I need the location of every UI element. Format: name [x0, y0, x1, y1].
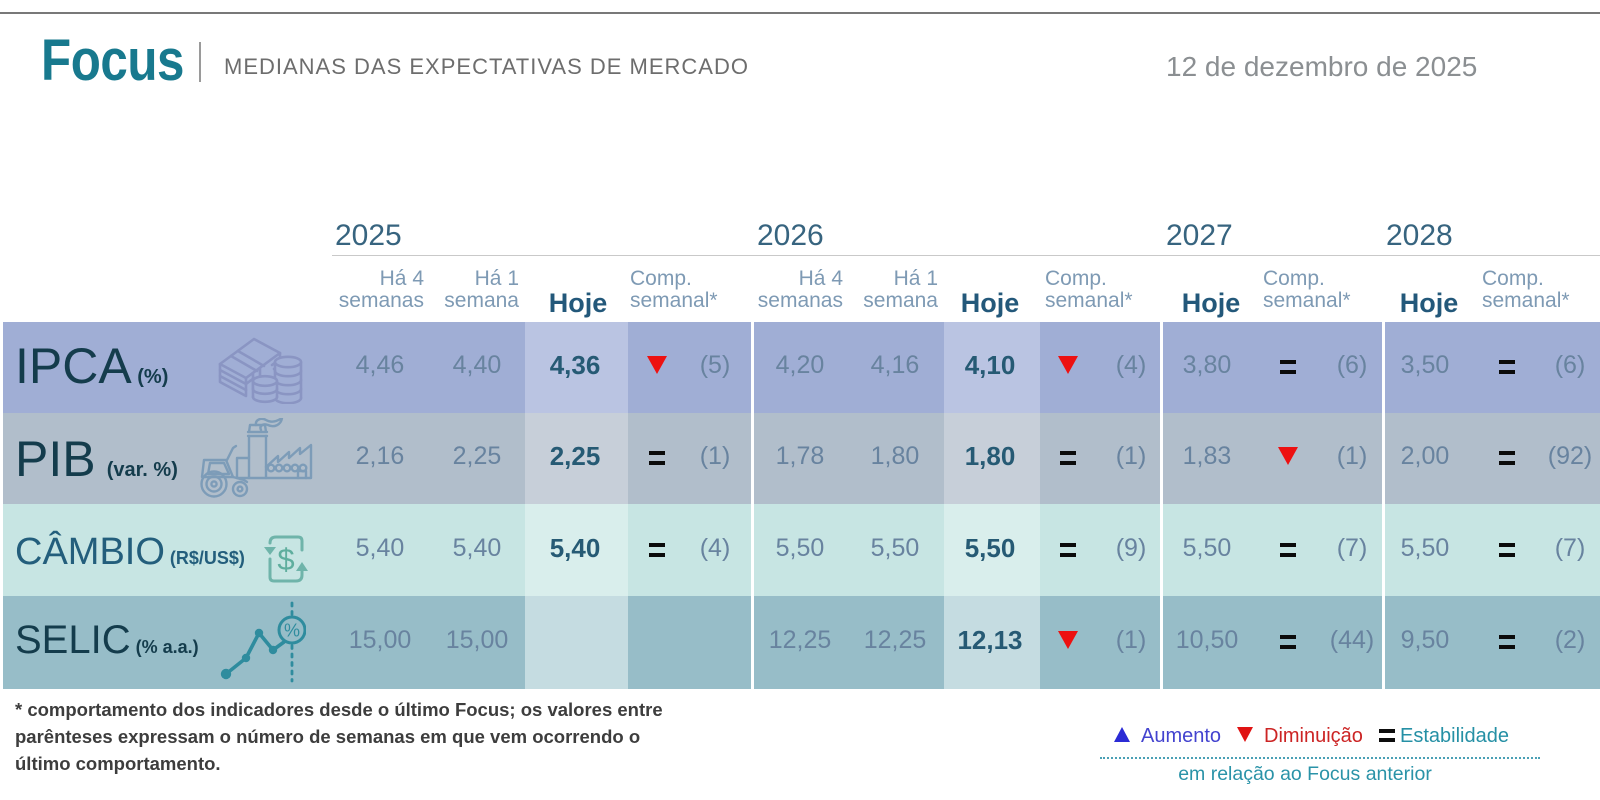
svg-text:%: %: [284, 621, 300, 641]
svg-text:$: $: [277, 542, 294, 577]
